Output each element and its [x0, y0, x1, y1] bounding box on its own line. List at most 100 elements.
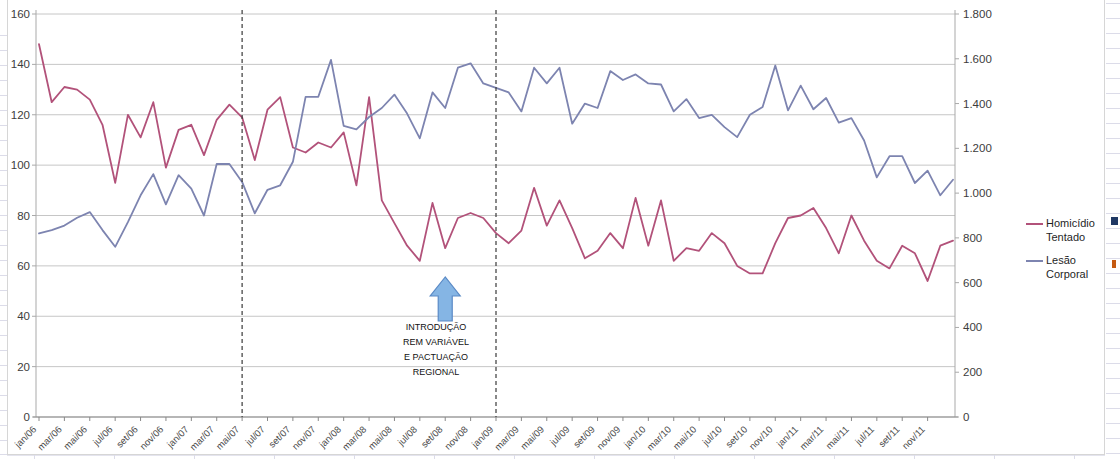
x-axis-label: mar/11 — [797, 424, 825, 452]
clipped-cell-fragment — [1112, 260, 1116, 268]
x-axis-label: nov/10 — [747, 424, 775, 452]
sheet-gridline — [1106, 63, 1120, 64]
x-axis-label: mar/10 — [644, 424, 673, 453]
sheet-gridline — [1106, 438, 1120, 439]
sheet-gridline — [1106, 183, 1120, 184]
x-axis-label: set/08 — [419, 424, 445, 450]
x-axis-label: nov/09 — [594, 424, 622, 452]
y-axis-label-left: 60 — [17, 260, 30, 272]
sheet-gridline — [1106, 348, 1120, 349]
sheet-gridline — [0, 215, 7, 216]
x-axis-label: jul/06 — [90, 424, 115, 449]
annotation-line: INTRODUÇÃO — [374, 320, 498, 335]
y-axis-label-right: 1.000 — [963, 187, 992, 199]
sheet-gridline — [1106, 378, 1120, 379]
series-line-homic-dio-tentado[interactable] — [39, 44, 953, 281]
x-axis-label: set/09 — [571, 424, 597, 450]
legend-item-homicidio-tentado[interactable]: Homicídio Tentado — [1026, 216, 1118, 244]
sheet-gridline — [0, 335, 7, 336]
x-axis-label: jan/09 — [469, 424, 496, 451]
sheet-gridline — [1106, 228, 1120, 229]
x-axis-label: jul/10 — [699, 424, 724, 449]
x-axis-label: nov/06 — [137, 424, 165, 452]
sheet-gridline — [0, 380, 7, 381]
y-axis-label-left: 160 — [11, 8, 30, 20]
sheet-gridline — [1106, 153, 1120, 154]
sheet-gridline — [274, 455, 275, 459]
excel-chart-screenshot: { "chart_data": { "type": "line", "title… — [0, 0, 1120, 459]
sheet-gridline — [0, 200, 7, 201]
sheet-gridline — [1106, 393, 1120, 394]
x-axis-label: mai/11 — [823, 424, 850, 451]
sheet-gridline — [1106, 288, 1120, 289]
chart-legend: Homicídio Tentado Lesão Corporal — [1026, 216, 1118, 290]
legend-item-lesao-corporal[interactable]: Lesão Corporal — [1026, 253, 1118, 281]
x-axis-label: jul/07 — [242, 424, 267, 449]
sheet-gridline — [0, 35, 7, 36]
x-axis-label: mar/07 — [187, 424, 216, 453]
legend-label-line: Tentado — [1046, 231, 1085, 243]
y-axis-label-left: 120 — [11, 109, 30, 121]
sheet-gridline — [754, 455, 755, 459]
x-axis-label: mai/07 — [214, 424, 242, 452]
sheet-gridline — [1106, 273, 1120, 274]
sheet-gridline — [194, 455, 195, 459]
sheet-gridline — [434, 455, 435, 459]
x-axis-label: set/06 — [114, 424, 140, 450]
x-axis-label: jan/08 — [316, 424, 343, 451]
sheet-gridline — [1106, 198, 1120, 199]
sheet-gridline — [1106, 333, 1120, 334]
annotation-text-block[interactable]: INTRODUÇÃO REM VARIÁVEL E PACTUAÇÃO REGI… — [374, 320, 498, 380]
sheet-gridline — [1106, 48, 1120, 49]
sheet-gridline — [0, 395, 7, 396]
x-axis-label: nov/08 — [442, 424, 470, 452]
y-axis-label-left: 80 — [17, 210, 30, 222]
sheet-gridline — [0, 275, 7, 276]
sheet-gridline — [1074, 455, 1075, 459]
annotation-line: REM VARIÁVEL — [374, 335, 498, 350]
y-axis-label-right: 1.600 — [963, 53, 992, 65]
sheet-gridline — [0, 260, 7, 261]
sheet-gridline — [0, 290, 7, 291]
sheet-gridline — [0, 170, 7, 171]
x-axis-label: mar/09 — [492, 424, 521, 453]
sheet-gridline — [0, 350, 7, 351]
sheet-gridline — [0, 125, 7, 126]
x-axis-label: jan/10 — [621, 424, 648, 451]
up-arrow-shape[interactable] — [430, 277, 460, 321]
sheet-gridline — [1106, 138, 1120, 139]
sheet-gridline — [1106, 318, 1120, 319]
x-axis-label: jul/11 — [852, 424, 876, 448]
sheet-gridline — [1106, 108, 1120, 109]
x-axis-label: mar/06 — [35, 424, 64, 453]
x-axis-label: jul/08 — [395, 424, 420, 449]
sheet-gridline — [0, 95, 7, 96]
clipped-cell-fragment — [1111, 217, 1118, 225]
sheet-gridline — [0, 110, 7, 111]
legend-label-line: Lesão — [1046, 254, 1076, 266]
sheet-gridline — [0, 440, 7, 441]
x-axis-label: set/07 — [266, 424, 292, 450]
sheet-gridline — [514, 455, 515, 459]
sheet-gridline — [1106, 213, 1120, 214]
x-axis-label: set/11 — [876, 424, 902, 450]
x-axis-label: mar/08 — [340, 424, 369, 453]
sheet-gridline — [0, 245, 7, 246]
sheet-gridline — [994, 455, 995, 459]
y-axis-label-right: 400 — [963, 321, 982, 333]
chart-plot-area[interactable]: 02040608010012014016002004006008001.0001… — [0, 0, 1120, 459]
annotation-line: REGIONAL — [374, 365, 498, 380]
sheet-gridline — [1106, 168, 1120, 169]
x-axis-label: nov/11 — [900, 424, 927, 451]
sheet-gridline — [1106, 78, 1120, 79]
sheet-gridline — [0, 140, 7, 141]
sheet-gridline — [0, 50, 7, 51]
sheet-gridline — [1106, 33, 1120, 34]
sheet-gridline — [0, 80, 7, 81]
sheet-gridline — [0, 410, 7, 411]
legend-line-marker-pink — [1026, 223, 1043, 225]
y-axis-label-left: 20 — [17, 361, 30, 373]
y-axis-label-left: 40 — [17, 310, 30, 322]
sheet-gridline — [0, 65, 7, 66]
x-axis-label: mai/08 — [366, 424, 394, 452]
